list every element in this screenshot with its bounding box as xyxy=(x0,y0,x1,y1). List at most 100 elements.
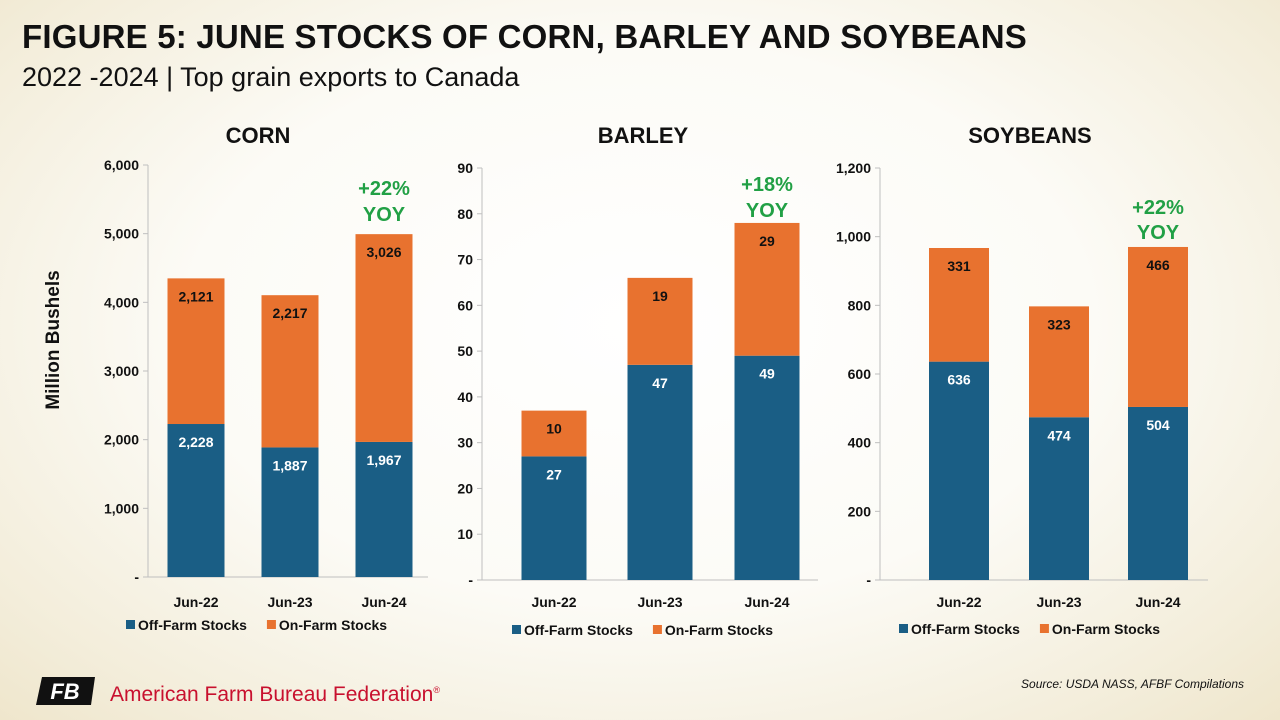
soybeans-legend-swatch xyxy=(1039,624,1049,633)
barley-ytick-label: 90 xyxy=(457,160,473,176)
corn-label-on-farm: 2,121 xyxy=(178,288,213,304)
barley-category-label: Jun-22 xyxy=(531,594,576,610)
soybeans-ytick-label: 400 xyxy=(848,435,872,451)
source-note: Source: USDA NASS, AFBF Compilations xyxy=(1021,677,1244,691)
soybeans-label-on-farm: 323 xyxy=(1047,316,1071,332)
soybeans-bar-on-farm xyxy=(1128,246,1188,407)
barley-ytick-label: 20 xyxy=(457,480,473,496)
corn-category-label: Jun-24 xyxy=(361,594,406,610)
soybeans-bar-on-farm xyxy=(929,247,989,362)
barley-chart-title: BARLEY xyxy=(598,123,689,148)
barley-label-on-farm: 19 xyxy=(652,288,668,304)
corn-bar-off-farm xyxy=(261,447,319,577)
soybeans-category-label: Jun-24 xyxy=(1135,594,1180,610)
corn-ytick-label: 6,000 xyxy=(104,157,139,173)
barley-ytick-label: - xyxy=(468,572,473,588)
corn-y-axis-label: Million Bushels xyxy=(43,270,64,409)
soybeans-label-off-farm: 636 xyxy=(947,372,971,388)
barley-ytick-label: 50 xyxy=(457,343,473,359)
soybeans-bar-off-farm xyxy=(1029,417,1089,580)
barley-ytick-label: 70 xyxy=(457,252,473,268)
corn-label-on-farm: 2,217 xyxy=(272,305,307,321)
corn-legend-label: Off-Farm Stocks xyxy=(138,617,247,633)
corn-bar-off-farm xyxy=(167,424,225,577)
corn-bar-on-farm xyxy=(355,234,413,442)
barley-ytick-label: 40 xyxy=(457,389,473,405)
soybeans-yoy-annotation: YOY xyxy=(1137,222,1180,244)
corn-bar-off-farm xyxy=(355,441,413,577)
barley-bar-off-farm xyxy=(627,364,693,580)
barley-legend-swatch xyxy=(512,625,521,634)
afbf-logo-icon: FB xyxy=(36,677,95,705)
soybeans-ytick-label: - xyxy=(866,572,871,588)
corn-yoy-annotation: YOY xyxy=(363,204,406,226)
barley-bar-on-farm xyxy=(734,222,800,356)
corn-legend-swatch xyxy=(266,620,276,629)
soybeans-legend-label: On-Farm Stocks xyxy=(1052,621,1160,637)
soybeans-bar-on-farm xyxy=(1029,306,1089,418)
barley-label-off-farm: 47 xyxy=(652,375,668,391)
barley-ytick-label: 80 xyxy=(457,206,473,222)
corn-ytick-label: 5,000 xyxy=(104,226,139,242)
barley-bar-on-farm xyxy=(521,410,587,457)
soybeans-label-on-farm: 331 xyxy=(947,258,971,274)
barley-label-off-farm: 49 xyxy=(759,366,775,382)
corn-ytick-label: 4,000 xyxy=(104,294,139,310)
barley-legend-label: Off-Farm Stocks xyxy=(524,622,633,638)
soybeans-label-off-farm: 474 xyxy=(1047,427,1071,443)
soybeans-label-on-farm: 466 xyxy=(1146,257,1170,273)
corn-label-off-farm: 1,967 xyxy=(366,452,401,468)
soybeans-bar-off-farm xyxy=(1128,406,1188,580)
barley-legend-swatch xyxy=(652,625,662,634)
barley-ytick-label: 30 xyxy=(457,435,473,451)
barley-label-on-farm: 10 xyxy=(546,421,562,437)
corn-chart-title: CORN xyxy=(226,123,291,148)
corn-ytick-label: 1,000 xyxy=(104,500,139,516)
barley-ytick-label: 10 xyxy=(457,526,473,542)
organization-name: American Farm Bureau Federation® xyxy=(110,683,440,707)
soybeans-category-label: Jun-22 xyxy=(936,594,981,610)
barley-yoy-annotation: +18% xyxy=(741,174,793,196)
barley-legend-label: On-Farm Stocks xyxy=(665,622,773,638)
barley-category-label: Jun-23 xyxy=(637,594,682,610)
organization-name-text: American Farm Bureau Federation xyxy=(110,683,434,706)
barley-label-off-farm: 27 xyxy=(546,466,562,482)
corn-label-on-farm: 3,026 xyxy=(366,244,401,260)
soybeans-legend-label: Off-Farm Stocks xyxy=(911,621,1020,637)
barley-ytick-label: 60 xyxy=(457,297,473,313)
corn-category-label: Jun-23 xyxy=(267,594,312,610)
soybeans-bar-off-farm xyxy=(929,361,989,580)
barley-label-on-farm: 29 xyxy=(759,233,775,249)
soybeans-category-label: Jun-23 xyxy=(1036,594,1081,610)
soybeans-yoy-annotation: +22% xyxy=(1132,197,1184,219)
page-subtitle: 2022 -2024 | Top grain exports to Canada xyxy=(22,62,520,92)
corn-label-off-farm: 2,228 xyxy=(178,434,213,450)
registered-mark: ® xyxy=(433,685,440,695)
soybeans-ytick-label: 1,000 xyxy=(836,229,871,245)
soybeans-ytick-label: 1,200 xyxy=(836,160,871,176)
soybeans-legend-swatch xyxy=(899,624,908,633)
corn-label-off-farm: 1,887 xyxy=(272,457,307,473)
barley-category-label: Jun-24 xyxy=(744,594,789,610)
soybeans-label-off-farm: 504 xyxy=(1146,417,1170,433)
soybeans-ytick-label: 200 xyxy=(848,503,872,519)
corn-ytick-label: 2,000 xyxy=(104,432,139,448)
corn-bar-on-farm xyxy=(261,295,319,448)
corn-yoy-annotation: +22% xyxy=(358,178,410,200)
corn-category-label: Jun-22 xyxy=(173,594,218,610)
corn-legend-label: On-Farm Stocks xyxy=(279,617,387,633)
corn-ytick-label: 3,000 xyxy=(104,363,139,379)
corn-legend-swatch xyxy=(126,620,135,629)
soybeans-ytick-label: 600 xyxy=(848,366,872,382)
barley-yoy-annotation: YOY xyxy=(746,200,789,222)
barley-bar-off-farm xyxy=(734,355,800,580)
soybeans-chart-title: SOYBEANS xyxy=(968,123,1091,148)
page-title: FIGURE 5: JUNE STOCKS OF CORN, BARLEY AN… xyxy=(22,18,1028,55)
corn-bar-on-farm xyxy=(167,278,225,425)
barley-bar-on-farm xyxy=(627,277,693,365)
corn-ytick-label: - xyxy=(134,569,139,585)
logo-letters: FB xyxy=(50,679,79,704)
soybeans-ytick-label: 800 xyxy=(848,297,872,313)
